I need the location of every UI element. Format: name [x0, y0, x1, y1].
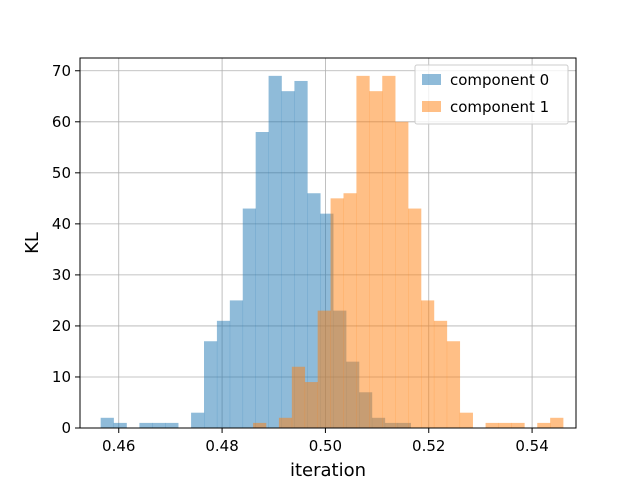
histogram-bar-series-1: [550, 417, 564, 428]
x-tick-label: 0.48: [205, 437, 238, 455]
histogram-bar-series-0: [294, 80, 308, 428]
legend-label: component 1: [450, 98, 549, 116]
y-tick-label: 50: [52, 164, 71, 182]
histogram-bar-series-1: [511, 422, 525, 428]
legend-swatch: [422, 101, 441, 112]
y-tick-label: 30: [52, 266, 71, 284]
histogram-bar-series-0: [229, 300, 244, 428]
histogram-bar-series-0: [191, 412, 205, 428]
histogram-bar-series-1: [408, 208, 422, 428]
x-tick-label: 0.46: [102, 437, 135, 455]
histogram-bar-series-1: [421, 300, 435, 428]
y-tick-label: 40: [52, 215, 71, 233]
histogram-bar-series-1: [498, 422, 512, 428]
histogram-bar-series-0: [281, 91, 295, 428]
legend: component 0 component 1: [414, 64, 569, 125]
y-tick-label: 70: [52, 62, 71, 80]
x-axis-label: iteration: [290, 460, 366, 480]
x-tick-label: 0.54: [515, 437, 548, 455]
histogram-bar-series-0: [152, 422, 166, 428]
histogram-bar-series-1: [343, 193, 357, 428]
histogram-bar-series-0: [242, 208, 256, 428]
histogram-bar-series-1: [382, 75, 396, 429]
x-tick-label: 0.50: [309, 437, 342, 455]
histogram-bar-series-1: [446, 341, 461, 428]
histogram-bar-series-0: [255, 132, 269, 428]
histogram-bar-series-1: [485, 422, 499, 428]
histogram-bar-series-1: [459, 412, 473, 428]
histogram-bar-series-0: [165, 422, 179, 428]
histogram-bar-series-1: [356, 75, 370, 429]
plot-frame: [79, 57, 577, 429]
y-tick-label: 60: [52, 113, 71, 131]
legend-label: component 0: [450, 71, 549, 89]
histogram-bar-series-0: [216, 320, 231, 428]
histogram-bar-series-1: [330, 198, 344, 428]
x-tick-label: 0.52: [412, 437, 445, 455]
histogram-bar-series-0: [307, 193, 321, 428]
histogram-bar-series-0: [113, 422, 127, 428]
histogram-bars: [100, 75, 564, 429]
y-tick-label: 10: [52, 368, 71, 386]
histogram-bar-series-1: [433, 320, 448, 428]
histogram-bar-series-0: [204, 341, 218, 428]
histogram-bar-series-1: [278, 417, 293, 428]
histogram-bar-series-1: [253, 422, 267, 428]
histogram-bar-series-1: [395, 121, 409, 429]
legend-box: [414, 64, 569, 125]
histogram-bar-series-1: [537, 422, 551, 428]
histogram-bar-series-0: [139, 422, 153, 428]
histogram-bar-series-1: [291, 366, 306, 428]
y-axis-label: KL: [22, 232, 43, 254]
histogram-bar-series-1: [304, 382, 318, 428]
legend-swatch: [422, 74, 441, 85]
y-tick-label: 20: [52, 317, 71, 335]
histogram-bar-series-0: [268, 75, 282, 429]
y-tick-label: 0: [61, 419, 71, 437]
axis-ticks: 0.46 0.48 0.50 0.52 0.54 0 10 20 30 40 50 60 70: [52, 62, 549, 455]
histogram-bar-series-0: [100, 417, 114, 428]
histogram-bar-series-1: [369, 91, 383, 428]
histogram-bar-series-1: [317, 310, 331, 428]
